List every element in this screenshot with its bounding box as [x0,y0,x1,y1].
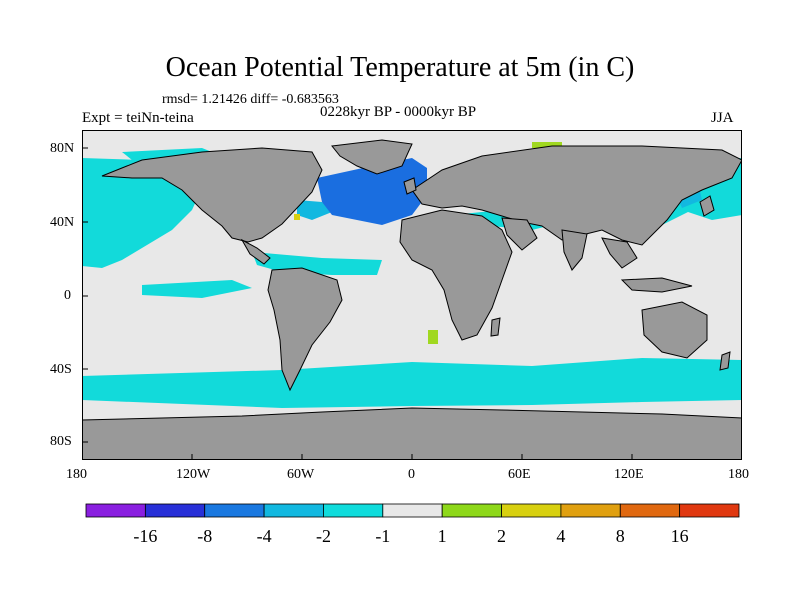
colorbar-label: -4 [257,526,272,546]
north-pacific-cooling [82,158,202,268]
colorbar-swatch [263,503,324,518]
season-label: JJA [711,110,734,126]
arctic-warming [532,142,562,148]
colorbar-swatch [560,503,621,518]
southern-ocean-cooling [82,358,742,408]
colorbar: -16 -8 -4 -2 -1 1 2 4 8 16 [85,503,740,546]
indonesia [620,277,693,293]
japan [699,195,715,217]
colorbar-swatch [382,503,443,518]
colorbar-swatch [85,503,146,518]
x-tick-label: 0 [408,467,415,482]
period-label: 0228kyr BP - 0000kyr BP [320,104,477,120]
colorbar-label: -8 [197,526,212,546]
colorbar-label: 16 [671,526,689,546]
colorbar-swatch [204,503,265,518]
india [561,229,588,271]
antarctica [82,407,742,460]
y-tick-label: 40N [50,215,75,230]
x-tick-label: 180 [66,467,87,482]
southeast-asia [601,237,638,269]
colorbar-swatch [323,503,384,518]
land-masses [82,139,742,460]
eurasia [411,145,742,246]
gulf-stream-cooling [297,200,332,220]
equatorial-pacific-cooling [142,280,252,298]
x-tick-label: 60E [508,467,531,482]
central-america [240,238,271,265]
x-tick-label: 120E [614,467,644,482]
colorbar-label: 4 [556,526,565,546]
gulf-warming [294,214,300,220]
tick-marks [82,147,633,460]
y-tick-label: 80N [50,141,75,156]
greenland [331,139,413,175]
colorbar-label: -2 [316,526,331,546]
south-atlantic-warming [428,330,438,344]
stats-label: rmsd= 1.21426 diff= -0.683563 [162,92,339,107]
y-tick-label: 80S [50,434,72,449]
colorbar-label: 1 [438,526,447,546]
experiment-label: Expt = teiNn-teina [82,110,194,126]
y-tick-label: 0 [64,288,71,303]
colorbar-label: 8 [616,526,625,546]
colorbar-swatch [501,503,562,518]
colorbar-swatch [679,503,740,518]
colorbar-swatch [144,503,206,518]
colorbar-label: -16 [133,526,157,546]
y-tick-label: 40S [50,362,72,377]
colorbar-label: 2 [497,526,506,546]
africa [399,209,513,341]
new-zealand [719,351,731,371]
colorbar-swatch [619,503,681,518]
x-tick-label: 180 [728,467,749,482]
south-america [267,267,343,392]
uk [403,177,417,195]
madagascar [490,317,501,337]
arabia [501,217,538,251]
x-tick-label: 60W [287,467,315,482]
colorbar-swatch [441,503,502,518]
plot-title: Ocean Potential Temperature at 5m (in C) [165,52,635,83]
north-america [101,147,323,243]
world-map [82,130,742,460]
australia [641,301,708,359]
north-atlantic-strong-cooling [317,158,427,225]
x-tick-label: 120W [176,467,211,482]
colorbar-label: -1 [375,526,390,546]
